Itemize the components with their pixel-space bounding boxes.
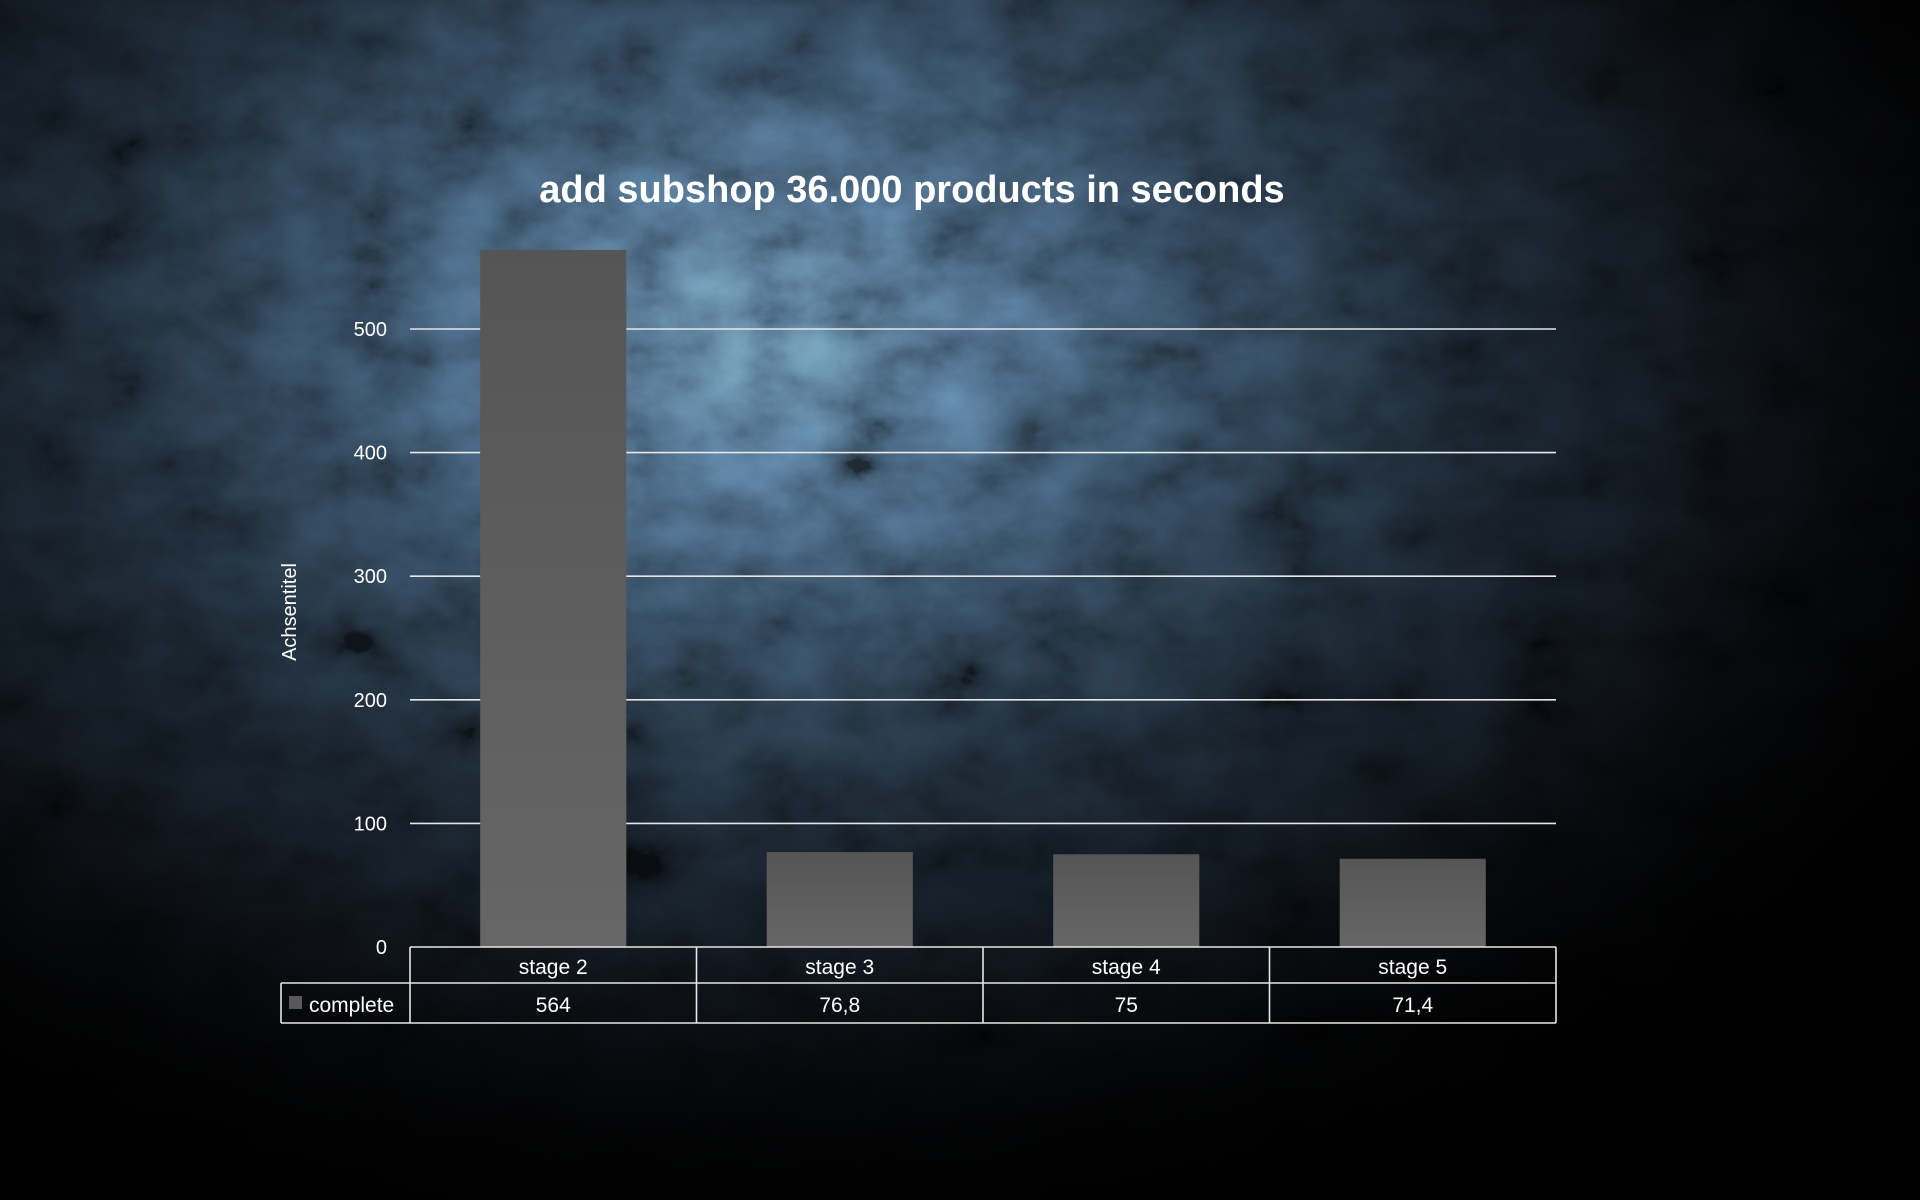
legend-swatch — [289, 996, 302, 1009]
data-value-label: 564 — [536, 994, 571, 1017]
bars — [480, 249, 1486, 947]
bar-stage-3 — [766, 852, 913, 947]
category-label: stage 5 — [1378, 956, 1447, 979]
data-value-label: 76,8 — [819, 994, 860, 1017]
data-value-label: 75 — [1115, 994, 1138, 1017]
data-table: stage 2 stage 3 stage 4 stage 5 complete 564 7… — [280, 946, 1557, 1024]
y-tick-label: 0 — [376, 937, 387, 959]
chart-title: add subshop 36.000 products in seconds — [539, 169, 1284, 211]
bar-stage-5 — [1339, 858, 1486, 947]
legend-label: complete — [309, 994, 394, 1017]
bar-stage-2 — [480, 249, 627, 947]
y-tick-label: 100 — [354, 813, 387, 835]
y-axis-ticks: 0 100 200 300 400 500 — [354, 319, 387, 959]
y-tick-label: 200 — [354, 690, 387, 712]
category-label: stage 3 — [805, 956, 874, 979]
data-value-label: 71,4 — [1392, 994, 1433, 1017]
y-axis-title: Achsentitel — [279, 563, 301, 661]
y-tick-label: 400 — [354, 443, 387, 465]
category-label: stage 4 — [1092, 956, 1161, 979]
y-tick-label: 500 — [354, 319, 387, 341]
bar-stage-4 — [1053, 854, 1200, 947]
category-label: stage 2 — [519, 956, 588, 979]
y-tick-label: 300 — [354, 566, 387, 588]
